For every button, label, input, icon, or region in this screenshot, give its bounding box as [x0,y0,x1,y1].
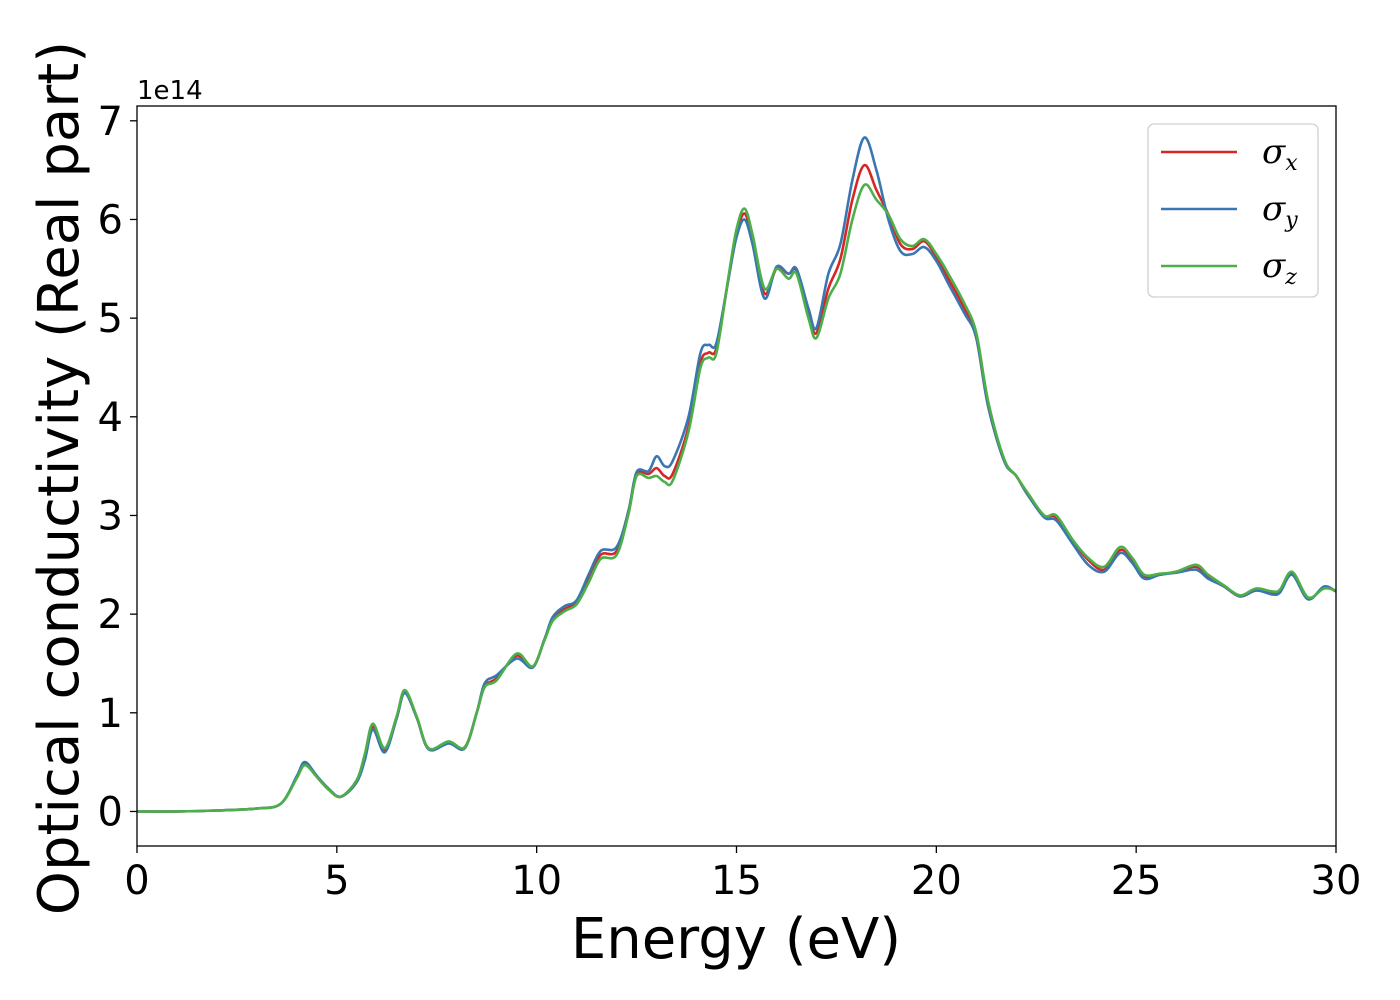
x-tick-label: 20 [911,858,962,904]
series-layer [137,136,1336,813]
y-tick-label: 1 [98,691,123,737]
x-axis-label: Energy (eV) [571,907,901,972]
y-tick-label: 7 [98,99,123,145]
legend: σx σy σz [1147,123,1319,298]
series-line-y [137,136,1336,813]
y-offset-label: 1e14 [137,76,203,106]
x-axis-ticks: 0 5 10 15 20 25 30 [124,846,1361,904]
y-tick-label: 0 [98,789,123,835]
x-tick-label: 0 [124,858,149,904]
legend-box [1147,123,1319,298]
legend-items: σx σy σz [1161,132,1298,290]
y-tick-label: 3 [98,493,123,539]
legend-label-y: σy [1262,189,1298,233]
plot-area: 0 5 10 15 20 25 30 0 1 2 3 4 5 6 7 [98,99,1362,904]
x-tick-label: 10 [511,858,562,904]
legend-label-z: σz [1262,246,1297,290]
y-tick-label: 6 [98,197,123,243]
y-axis-ticks: 0 1 2 3 4 5 6 7 [98,99,137,835]
x-tick-label: 5 [324,858,349,904]
y-tick-label: 2 [98,592,123,638]
x-tick-label: 15 [711,858,762,904]
x-tick-label: 25 [1111,858,1162,904]
y-axis-label: Optical conductivity (Real part) [27,41,92,915]
y-tick-label: 4 [98,395,123,441]
y-tick-label: 5 [98,296,123,342]
legend-label-x: σx [1262,132,1298,176]
x-tick-label: 30 [1311,858,1362,904]
series-line-z [137,183,1336,813]
